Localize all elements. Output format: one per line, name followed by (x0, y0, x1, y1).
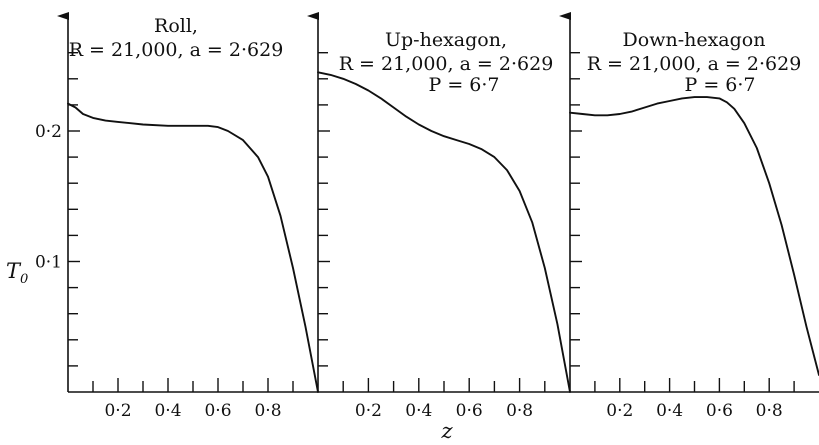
panel-up-hexagon: 0·2 0·4 0·6 0·8 (307, 12, 571, 421)
series-line-roll (67, 102, 319, 393)
x-tick-label-up-hexagon: 0·2 (355, 401, 382, 421)
x-axis-label: z (440, 419, 453, 443)
panel-title-up-hexagon-line2: R = 21,000, a = 2·629 (339, 53, 554, 75)
x-tick-label-down-hexagon: 0·8 (756, 401, 783, 421)
panel-title-down-hexagon-line1: Down-hexagon (623, 29, 766, 51)
x-tick-label-down-hexagon: 0·2 (606, 401, 633, 421)
series-line-up-hexagon (317, 71, 571, 393)
y-axis-label-main: T (6, 259, 22, 283)
x-tick-label-down-hexagon: 0·4 (656, 401, 683, 421)
x-tick-label-down-hexagon: 0·6 (706, 401, 733, 421)
x-tick-label-up-hexagon: 0·6 (456, 401, 483, 421)
panel-title-roll-line1: Roll, (154, 15, 198, 37)
panel-title-up-hexagon-line3: P = 6·7 (429, 74, 500, 96)
y-tick-label: 0·1 (35, 253, 62, 273)
panel-title-up-hexagon-line1: Up-hexagon, (385, 29, 507, 51)
panel-title-down-hexagon-line2: R = 21,000, a = 2·629 (587, 53, 802, 75)
x-tick-label-up-hexagon: 0·8 (506, 401, 533, 421)
y-axis-label-subscript: 0 (20, 272, 28, 287)
x-tick-label-roll: 0·2 (104, 401, 131, 421)
panel-roll: 0·2 0·4 0·6 0·8 0·1 0·2 (35, 12, 319, 421)
y-tick-label: 0·2 (35, 122, 62, 142)
x-tick-label-roll: 0·6 (204, 401, 231, 421)
series-line-down-hexagon (569, 96, 819, 376)
x-tick-label-roll: 0·4 (154, 401, 181, 421)
y-axis-label: T0 (6, 259, 28, 287)
panel-title-roll-line2: R = 21,000, a = 2·629 (69, 39, 284, 61)
panel-down-hexagon: 0·2 0·4 0·6 0·8 (559, 12, 819, 421)
x-tick-label-up-hexagon: 0·4 (405, 401, 432, 421)
x-tick-label-roll: 0·8 (254, 401, 281, 421)
panel-title-down-hexagon-line3: P = 6·7 (685, 74, 756, 96)
